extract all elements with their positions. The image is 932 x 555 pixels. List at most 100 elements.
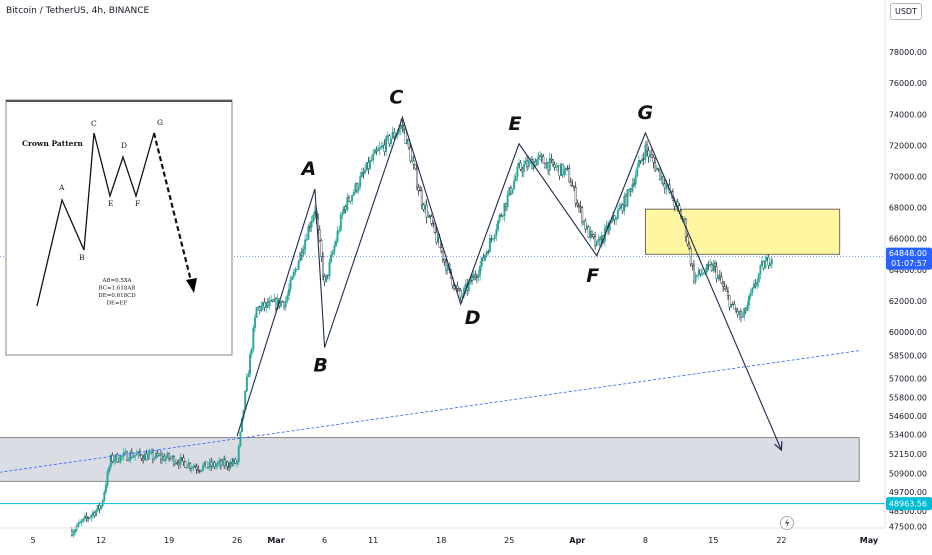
candle-body: [736, 310, 739, 316]
candle-body: [411, 160, 414, 162]
candle-body: [234, 459, 237, 464]
candle-body: [279, 301, 282, 307]
inset-point-b: B: [79, 253, 85, 262]
candle: [164, 454, 167, 465]
candle: [540, 152, 543, 163]
candle-body: [420, 190, 423, 205]
candle-body: [229, 461, 232, 468]
candle-body: [404, 129, 407, 144]
candle: [339, 211, 342, 233]
candle: [550, 153, 553, 164]
candle-body: [338, 229, 341, 232]
candle-body: [211, 462, 214, 467]
candle-body: [245, 376, 248, 392]
inset-point-c: C: [91, 119, 97, 128]
candle: [294, 266, 297, 276]
candle: [767, 254, 770, 270]
candle: [412, 154, 415, 170]
candle-body: [100, 505, 102, 510]
candle-body: [654, 162, 657, 171]
candle-body: [649, 154, 652, 157]
candle-body: [715, 266, 718, 279]
candle: [626, 189, 629, 208]
candle: [474, 270, 477, 281]
candle-body: [646, 144, 648, 152]
candle-body: [433, 223, 436, 233]
candle: [641, 154, 644, 165]
candle: [495, 223, 498, 242]
candle: [215, 462, 218, 471]
candle: [148, 448, 151, 460]
candle: [657, 167, 660, 173]
candle-body: [422, 204, 425, 210]
inset-title: Crown Pattern: [22, 139, 83, 148]
candle: [310, 215, 313, 233]
candle-body: [347, 197, 350, 202]
lightning-icon[interactable]: [780, 516, 794, 530]
candle-body: [555, 166, 558, 168]
candle: [338, 226, 341, 235]
candle-body: [518, 162, 520, 168]
candle: [501, 214, 504, 220]
candle-body: [445, 260, 448, 271]
candle: [292, 268, 295, 280]
candle-body: [164, 457, 167, 461]
candle: [119, 455, 122, 464]
candle-body: [480, 257, 483, 267]
candle: [286, 291, 289, 304]
candle-body: [85, 515, 88, 519]
price-tick-label: 78000.00: [889, 48, 927, 57]
price-tick-label: 76000.00: [889, 79, 927, 88]
candle: [239, 431, 242, 448]
inset-note: AB=0.5XA: [101, 278, 132, 284]
time-tick-label: 18: [436, 536, 446, 545]
candle: [134, 455, 137, 461]
candle-body: [198, 470, 201, 472]
candle: [712, 259, 715, 273]
candle: [516, 162, 519, 182]
candle-body: [534, 161, 537, 166]
candle: [297, 259, 300, 271]
candle-body: [749, 292, 752, 297]
candle: [735, 307, 738, 313]
candle-body: [275, 298, 277, 309]
candle: [205, 461, 208, 469]
candle-body: [172, 456, 175, 465]
candle-body: [751, 287, 754, 294]
candle-body: [346, 197, 349, 210]
candle-body: [508, 187, 511, 196]
candle: [318, 225, 321, 243]
candle-body: [746, 304, 749, 311]
candle: [347, 194, 350, 203]
candle-body: [456, 285, 459, 289]
candle-body: [573, 186, 576, 188]
candle-body: [618, 207, 621, 211]
candle-body: [769, 264, 772, 266]
candle-body: [693, 265, 695, 282]
candle: [296, 268, 299, 271]
candle-body: [103, 491, 106, 501]
candle-body: [258, 306, 261, 311]
wave-label-f: F: [586, 265, 599, 287]
candle-body: [506, 194, 509, 207]
candle: [522, 160, 525, 178]
candle: [756, 278, 759, 290]
candle-body: [187, 462, 190, 468]
candle-body: [710, 264, 713, 271]
candle-body: [236, 461, 239, 464]
candle-body: [241, 417, 243, 433]
price-tick-label: 53400.00: [889, 431, 927, 440]
price-tick-label: 47500.00: [889, 522, 927, 531]
candle-body: [495, 229, 498, 236]
currency-button[interactable]: USDT: [890, 3, 922, 20]
candle-body: [443, 259, 446, 262]
candle-body: [482, 257, 485, 261]
candle-body: [93, 512, 96, 516]
candle-body: [357, 186, 360, 191]
candle-body: [556, 165, 559, 167]
candle-body: [699, 269, 702, 275]
candle-body: [252, 327, 255, 350]
candle-body: [435, 232, 438, 243]
